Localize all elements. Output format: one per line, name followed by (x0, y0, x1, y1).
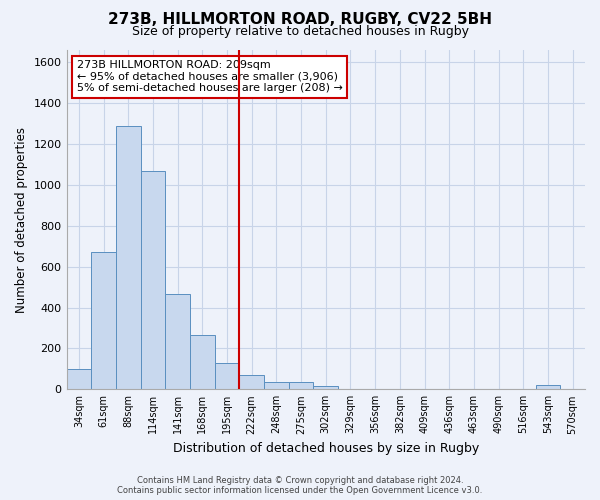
Text: 273B, HILLMORTON ROAD, RUGBY, CV22 5BH: 273B, HILLMORTON ROAD, RUGBY, CV22 5BH (108, 12, 492, 28)
Text: Size of property relative to detached houses in Rugby: Size of property relative to detached ho… (131, 25, 469, 38)
Bar (91, 252, 116, 390)
X-axis label: Distribution of detached houses by size in Rugby: Distribution of detached houses by size … (173, 442, 479, 455)
Bar (140, 170, 165, 390)
Bar (239, 375, 264, 390)
Bar (536, 385, 560, 390)
Bar (313, 386, 338, 390)
Bar (67, 369, 91, 390)
Bar (289, 382, 313, 390)
Bar (165, 294, 190, 390)
Bar (215, 362, 239, 390)
Y-axis label: Number of detached properties: Number of detached properties (15, 126, 28, 312)
Bar (264, 382, 289, 390)
Text: Contains HM Land Registry data © Crown copyright and database right 2024.
Contai: Contains HM Land Registry data © Crown c… (118, 476, 482, 495)
Bar (116, 126, 140, 390)
Bar (190, 335, 215, 390)
Text: 273B HILLMORTON ROAD: 209sqm
← 95% of detached houses are smaller (3,906)
5% of : 273B HILLMORTON ROAD: 209sqm ← 95% of de… (77, 60, 343, 94)
